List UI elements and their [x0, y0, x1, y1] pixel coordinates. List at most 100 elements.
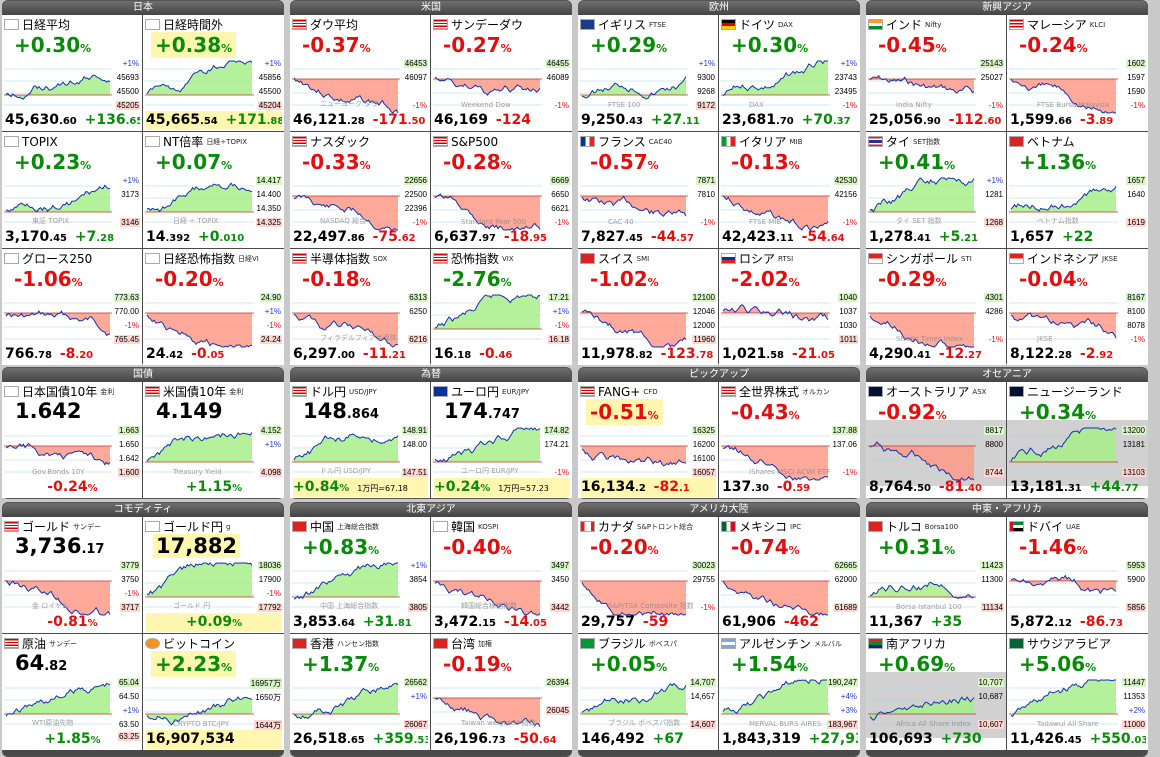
market-card[interactable]: ナスダック -0.33% 22656 22500 22396 -1% NASDAQ 総合 …: [290, 132, 430, 248]
market-card[interactable]: アルゼンチン メルバル +1.54% 190,247 +4% +3% 183,967 ME…: [719, 634, 860, 750]
market-card[interactable]: インド Nifty -0.45% 25143 25027 -1% India Nifty…: [866, 15, 1006, 131]
price-line: [723, 444, 829, 481]
axis-level-label: 3805: [408, 603, 428, 612]
price-line: [1010, 312, 1117, 339]
market-card[interactable]: ベトナム +1.36% 1657 1640 1619 ベトナム指数 1,657 +22: [1007, 132, 1148, 248]
price-line: [434, 427, 541, 463]
market-card[interactable]: NT倍率 日経÷TOPIX +0.07% 14.417 14.400 14.350 14…: [143, 132, 284, 248]
axis-level-label: +1%: [410, 692, 427, 701]
market-card[interactable]: FANG+ CFD -0.51% 16325 16200 16100 16057 16,…: [578, 382, 718, 498]
axis-level-label: -1%: [412, 101, 427, 110]
chart-watermark: India Nifty: [896, 101, 932, 109]
value-row: 22,497.86 -75.62: [293, 229, 416, 245]
market-card[interactable]: ダウ平均 -0.37% 46453 46097 -1% ニューヨーク ダウ 46,121…: [290, 15, 430, 131]
market-card[interactable]: メキシコ IPC -0.74% 62665 62000 61689 61,906 -4…: [719, 517, 860, 633]
market-name: ナスダック: [310, 135, 371, 149]
market-card[interactable]: 恐怖指数 VIX -2.76% 17.21 +1% -1% 16.18 16.18 -0…: [431, 249, 572, 365]
axis-level-label: -1%: [412, 218, 427, 227]
market-card[interactable]: 日本国債10年 金利 1.642 1.663 1.650 1.642 1.600 Gov.…: [2, 382, 142, 498]
market-card[interactable]: ドイツ DAX +0.30% +1% 23743 23495 -1% DAX 23,681…: [719, 15, 860, 131]
market-card[interactable]: フランス CAC40 -0.57% 7871 7810 -1% CAC 40 7,827…: [578, 132, 718, 248]
au-flag-icon: [868, 386, 883, 397]
market-card[interactable]: 全世界株式 オルカン -0.43% 137.88 137.06 -1% iShares …: [719, 382, 860, 498]
market-card[interactable]: ドバイ UAE -1.46% 5953 5900 5856 5,872.12 -86.…: [1007, 517, 1148, 633]
value-row: 45,665.54 +171.88: [146, 111, 282, 130]
market-card[interactable]: 韓国 KOSPI -0.40% 3497 3450 3442 韓国総合株価指数 3,47…: [431, 517, 572, 633]
price-line: [293, 433, 399, 461]
market-card[interactable]: サウジアラビア +5.06% 11447 11353 +2% 11000 Tadawul …: [1007, 634, 1148, 750]
market-card[interactable]: ゴールド サンデー 3,736.17 3779 3750 -1% 3717 金 ロイヤル …: [2, 517, 142, 633]
market-card[interactable]: 香港 ハンセン指数 +1.37% 26562 +1% 26067 26,518.65 …: [290, 634, 430, 750]
market-card[interactable]: シンガポール STI -0.29% 4301 4286 -1% Straits Time…: [866, 249, 1006, 365]
market-card[interactable]: イタリア MIB -0.13% 42530 42156 -1% FTSE MIB 42,…: [719, 132, 860, 248]
market-card[interactable]: TOPIX +0.23% +1% 3173 3146 東証 TOPIX 3,170.45…: [2, 132, 142, 248]
market-card[interactable]: 日経恐怖指数 日経VI -0.20% 24.90 +1% -1% 24.24 24.42…: [143, 249, 284, 365]
market-card[interactable]: 南アフリカ +0.69% 10,707 10,687 10,607 Africa All…: [866, 634, 1006, 750]
market-card[interactable]: 半導体指数 SOX -0.18% 6313 6250 6216 フィラデルフィア半導体 …: [290, 249, 430, 365]
axis-level-label: +1%: [986, 176, 1003, 185]
market-card[interactable]: 日経時間外 +0.38% +1% 45856 45500 45204 45,665.54…: [143, 15, 284, 131]
axis-level-label: 42530: [833, 176, 858, 185]
market-card[interactable]: サンデーダウ -0.27% 46455 46089 -1% Weekend Dow 46…: [431, 15, 572, 131]
axis-level-label: 65.04: [117, 678, 140, 687]
market-card[interactable]: カナダ S&Pトロント総合 -0.20% 30023 29755 -1% S&P/TSX…: [578, 517, 718, 633]
market-card[interactable]: スイス SMI -1.02% 12100 12046 12000 11960 11,97…: [578, 249, 718, 365]
market-card[interactable]: 原油 サンデー 64.82 65.04 64.50 +1% 63.50 63.25 WTI原…: [2, 634, 142, 750]
market-card[interactable]: インドネシア JKSE -0.04% 8167 8100 8078 -1% JKSE 8,…: [1007, 249, 1148, 365]
market-card[interactable]: S&P500 -0.28% 6669 6650 6621 -1% Standard Poo…: [431, 132, 572, 248]
market-card[interactable]: ビットコイン +2.23% 16957万 1650万 1644万 CRYPTO BTC/…: [143, 634, 284, 750]
market-subtitle: IPC: [790, 522, 802, 531]
sparkline-chart: [721, 679, 830, 725]
market-subtitle: EUR/JPY: [502, 387, 530, 396]
price-line: [293, 682, 399, 720]
market-name: インドネシア: [1027, 252, 1100, 266]
market-subtitle: VIX: [502, 254, 514, 263]
axis-level-label: 12100: [691, 293, 716, 302]
market-card[interactable]: マレーシア KLCI -0.24% 1602 1597 1590 -1% FTSE Bur…: [1007, 15, 1148, 131]
market-name: ビットコイン: [163, 637, 236, 651]
card-title: 韓国 KOSPI: [433, 519, 570, 534]
market-card[interactable]: タイ SET指数 +0.41% +1% 1281 1268 タイ SET 指数 1,27…: [866, 132, 1006, 248]
market-card[interactable]: ロシア RTSI -2.02% 1040 1037 1030 1011 1,021.58…: [719, 249, 860, 365]
market-name: スイス: [598, 252, 634, 266]
change-area: [1011, 680, 1116, 717]
axis-level-label: 14.325: [255, 218, 282, 227]
axis-level-label: 6250: [409, 307, 427, 316]
market-card[interactable]: 日経平均 +0.30% +1% 45693 45500 45205 45,630.60 …: [2, 15, 142, 131]
us-flag-icon: [292, 253, 307, 264]
market-card[interactable]: トルコ Borsa100 +0.31% 11423 11300 11134 Borsa …: [866, 517, 1006, 633]
hk-flag-icon: [292, 638, 307, 649]
change-area: [723, 445, 828, 480]
market-card[interactable]: オーストラリア ASX -0.92% 8817 8800 8744 8,764.50 …: [866, 382, 1006, 498]
market-card[interactable]: 米国債10年 金利 4.149 4.152 +1% 4.098 Treasury Yie…: [143, 382, 284, 498]
card-title: 台湾 加権: [433, 636, 570, 651]
market-card[interactable]: グロース250 -1.06% 773.63 770.00 -1% 765.45 766.…: [2, 249, 142, 365]
axis-level-label: 3497: [550, 561, 570, 570]
jp-flag-icon: [145, 521, 160, 532]
axis-level-label: 46097: [404, 73, 427, 82]
market-card[interactable]: ブラジル ボベスパ +0.05% 14,707 14,657 14,607 ブラジル ボ…: [578, 634, 718, 750]
change-area: [582, 446, 686, 466]
price-line: [5, 580, 111, 616]
change-area: [870, 582, 974, 599]
price-line: [434, 294, 541, 329]
market-subtitle: FTSE: [649, 20, 667, 29]
axis-level-label: 11353: [1123, 692, 1145, 701]
chart-watermark: ニューヨーク ダウ: [320, 100, 379, 108]
sparkline-chart: [866, 420, 1006, 486]
change-area: [870, 697, 974, 721]
market-card[interactable]: ニュージーランド +0.34% 13200 13181 13103 13,181.31…: [1007, 382, 1148, 498]
market-card[interactable]: ドル円 USD/JPY 148.864 148.91 148.00 147.51 ドル円…: [290, 382, 430, 498]
market-card[interactable]: ゴールド円 g 17,882 18036 17900 -1% 17792 ゴールド 円 +…: [143, 517, 284, 633]
ae-flag-icon: [1009, 521, 1024, 532]
market-card[interactable]: 中国 上海総合指数 +0.83% +1% 3854 3805 中国 上海総合指数 3,8…: [290, 517, 430, 633]
market-card[interactable]: ユーロ円 EUR/JPY 174.747 174.82 174.21 -1% ユーロ円 …: [431, 382, 572, 498]
price-line: [869, 177, 975, 213]
rate-note: 1万円=67.18: [357, 484, 408, 493]
sparkline-chart: [433, 427, 542, 473]
market-card[interactable]: 台湾 加権 -0.19% 26394 26045 Taiwan weighted 指数…: [431, 634, 572, 750]
change-area: [6, 580, 110, 615]
axis-level-label: 29755: [692, 575, 715, 584]
chart-watermark: Weekend Dow: [461, 101, 511, 109]
market-card[interactable]: イギリス FTSE +0.29% +1% 9300 9268 9172 FTSE 100 …: [578, 15, 718, 131]
